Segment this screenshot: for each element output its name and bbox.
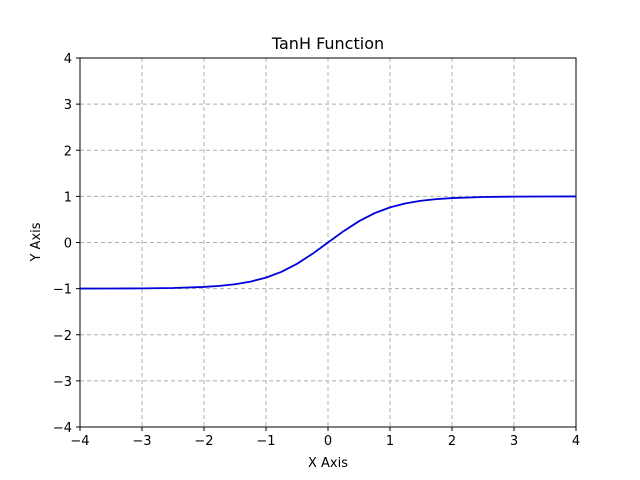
- series-layer: [79, 195, 577, 290]
- chart-title: TanH Function: [271, 34, 384, 53]
- x-tick-label: −2: [194, 434, 213, 449]
- x-tick-label: 2: [448, 434, 456, 449]
- x-tick-label: 1: [386, 434, 394, 449]
- y-tick-label: 4: [64, 52, 72, 67]
- x-tick-label: 3: [510, 434, 518, 449]
- y-axis-label: Y Axis: [29, 222, 44, 262]
- x-tick-label: −3: [132, 434, 151, 449]
- x-tick-label: −1: [256, 434, 275, 449]
- y-tick-label: 1: [64, 190, 72, 205]
- y-tick-label: −1: [53, 283, 72, 298]
- x-axis-label: X Axis: [308, 456, 348, 471]
- x-tick-label: 0: [324, 434, 332, 449]
- tanh-series-line: [79, 195, 577, 290]
- x-tick-label: 4: [572, 434, 580, 449]
- y-tick-label: −3: [53, 375, 72, 390]
- y-tick-label: 3: [64, 98, 72, 113]
- ticks: −4 −3 −2 −1 0 1 2 3 4 −4 −3 −2 −1 0 1 2 3 4: [53, 52, 580, 449]
- y-tick-label: −4: [53, 421, 72, 436]
- y-tick-label: −2: [53, 329, 72, 344]
- y-tick-label: 0: [64, 237, 72, 252]
- y-tick-label: 2: [64, 144, 72, 159]
- x-tick-label: −4: [70, 434, 89, 449]
